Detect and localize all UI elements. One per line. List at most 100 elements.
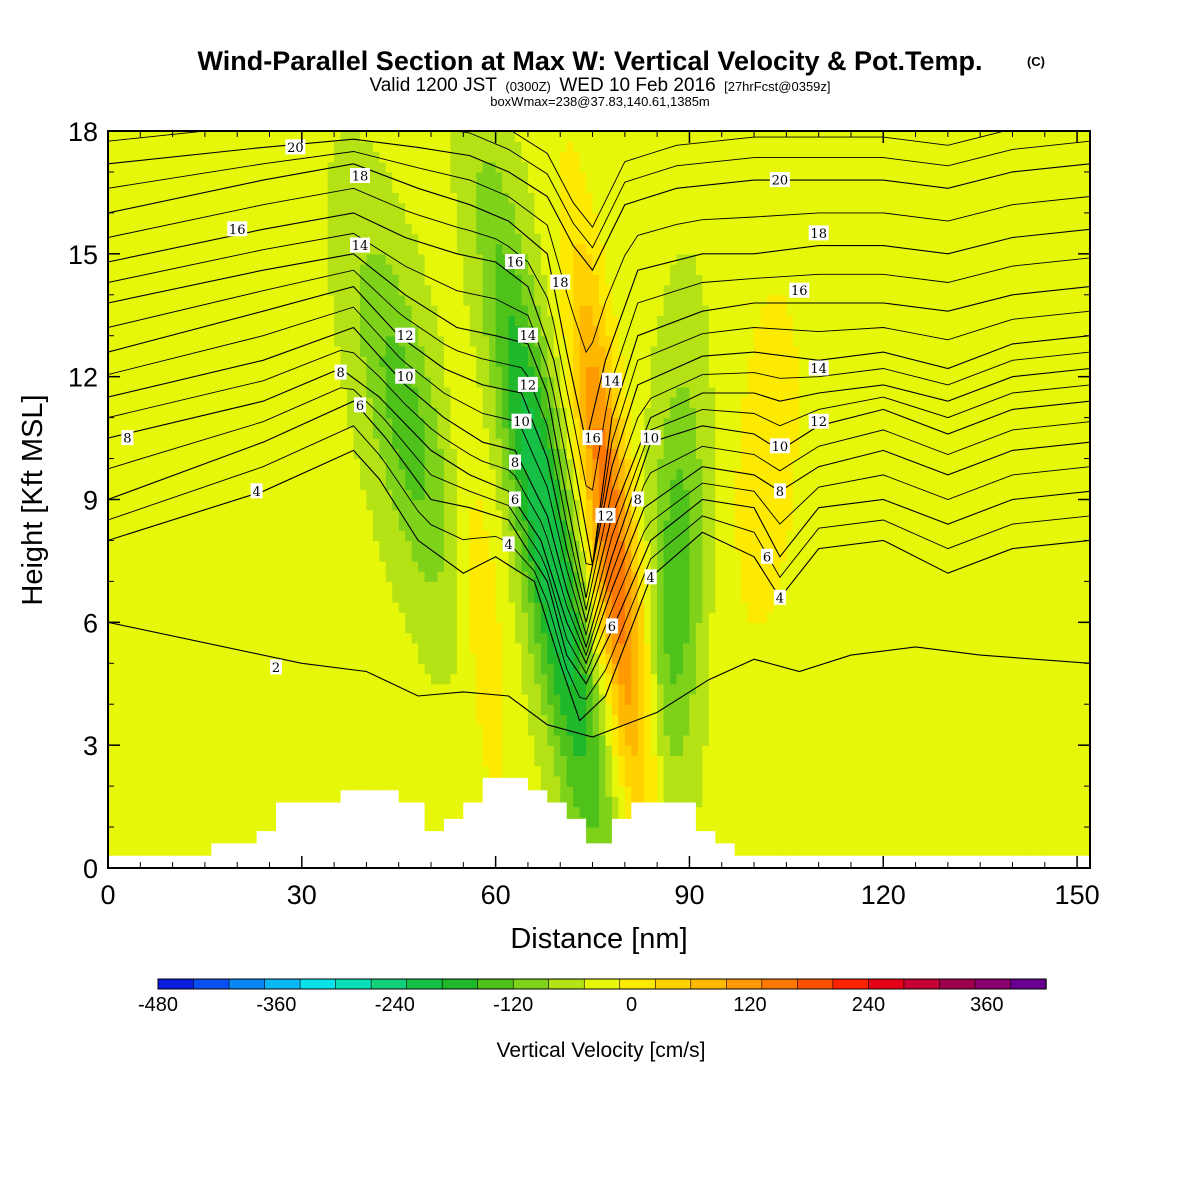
velocity-cell — [127, 806, 135, 818]
velocity-cell — [443, 653, 452, 664]
velocity-cell — [334, 407, 342, 419]
velocity-cell — [120, 315, 128, 327]
velocity-cell — [366, 560, 374, 572]
velocity-cell — [256, 274, 264, 286]
velocity-cell — [288, 356, 296, 368]
velocity-cell — [308, 376, 316, 388]
velocity-cell — [224, 827, 232, 838]
velocity-cell — [540, 161, 548, 173]
velocity-cell — [295, 755, 303, 767]
velocity-cell — [443, 171, 452, 183]
velocity-cell — [359, 458, 368, 470]
velocity-cell — [321, 622, 329, 634]
velocity-cell — [159, 171, 167, 183]
velocity-cell — [327, 335, 335, 347]
velocity-cell — [166, 171, 174, 183]
velocity-cell — [185, 345, 193, 357]
velocity-cell — [476, 642, 484, 654]
velocity-cell — [534, 141, 542, 153]
velocity-cell — [334, 489, 342, 501]
velocity-cell — [398, 417, 406, 429]
velocity-cell — [269, 458, 277, 470]
velocity-cell — [308, 131, 316, 142]
velocity-cell — [482, 724, 490, 736]
velocity-cell — [411, 243, 419, 255]
velocity-cell — [553, 693, 561, 705]
velocity-cell — [347, 530, 355, 542]
velocity-cell — [547, 591, 555, 603]
velocity-cell — [243, 632, 251, 644]
velocity-cell — [392, 591, 400, 603]
velocity-cell — [547, 499, 555, 511]
velocity-cell — [243, 274, 251, 286]
velocity-cell — [250, 243, 258, 255]
velocity-cell — [334, 683, 342, 695]
velocity-cell — [463, 468, 471, 480]
velocity-cell — [263, 775, 271, 787]
velocity-cell — [534, 305, 542, 316]
velocity-cell — [385, 601, 393, 613]
velocity-cell — [237, 806, 245, 818]
velocity-cell — [314, 663, 322, 675]
velocity-cell — [547, 642, 555, 654]
velocity-cell — [489, 315, 497, 327]
velocity-cell — [495, 356, 503, 368]
velocity-cell — [166, 806, 174, 818]
velocity-cell — [211, 642, 219, 654]
velocity-cell — [476, 663, 484, 675]
velocity-cell — [515, 755, 523, 767]
velocity-cell — [166, 816, 174, 828]
velocity-cell — [540, 356, 548, 368]
velocity-cell — [204, 233, 212, 245]
velocity-cell — [301, 714, 309, 726]
velocity-cell — [191, 581, 200, 593]
velocity-cell — [353, 724, 361, 736]
velocity-cell — [243, 775, 251, 787]
velocity-cell — [392, 612, 400, 623]
velocity-cell — [282, 622, 290, 634]
velocity-cell — [275, 612, 284, 623]
velocity-cell — [250, 294, 258, 306]
velocity-cell — [392, 663, 400, 675]
velocity-cell — [153, 673, 161, 685]
velocity-cell — [211, 540, 219, 552]
velocity-cell — [166, 612, 174, 623]
velocity-cell — [553, 755, 561, 767]
velocity-cell — [308, 386, 316, 398]
velocity-cell — [508, 745, 516, 757]
velocity-cell — [359, 745, 368, 757]
velocity-cell — [405, 509, 413, 521]
velocity-cell — [191, 642, 200, 654]
velocity-cell — [153, 642, 161, 654]
velocity-cell — [359, 714, 368, 726]
velocity-cell — [256, 775, 264, 787]
velocity-cell — [185, 755, 193, 767]
velocity-cell — [224, 243, 232, 255]
velocity-cell — [282, 571, 290, 582]
velocity-cell — [515, 601, 523, 613]
velocity-cell — [295, 786, 303, 797]
velocity-cell — [463, 325, 471, 337]
velocity-cell — [153, 816, 161, 828]
velocity-cell — [379, 468, 387, 480]
velocity-cell — [191, 806, 200, 818]
velocity-cell — [521, 131, 529, 142]
velocity-cell — [282, 264, 290, 275]
velocity-cell — [547, 540, 555, 552]
velocity-cell — [308, 601, 316, 613]
velocity-cell — [198, 673, 206, 685]
velocity-cell — [198, 653, 206, 664]
velocity-cell — [398, 161, 406, 173]
velocity-cell — [418, 540, 426, 552]
velocity-cell — [515, 356, 523, 368]
velocity-cell — [314, 376, 322, 388]
velocity-cell — [327, 745, 335, 757]
velocity-cell — [502, 622, 510, 634]
velocity-cell — [366, 704, 374, 716]
velocity-cell — [431, 693, 439, 705]
velocity-cell — [366, 642, 374, 654]
velocity-cell — [443, 151, 452, 163]
velocity-cell — [476, 571, 484, 582]
velocity-cell — [534, 458, 542, 470]
velocity-cell — [405, 479, 413, 490]
